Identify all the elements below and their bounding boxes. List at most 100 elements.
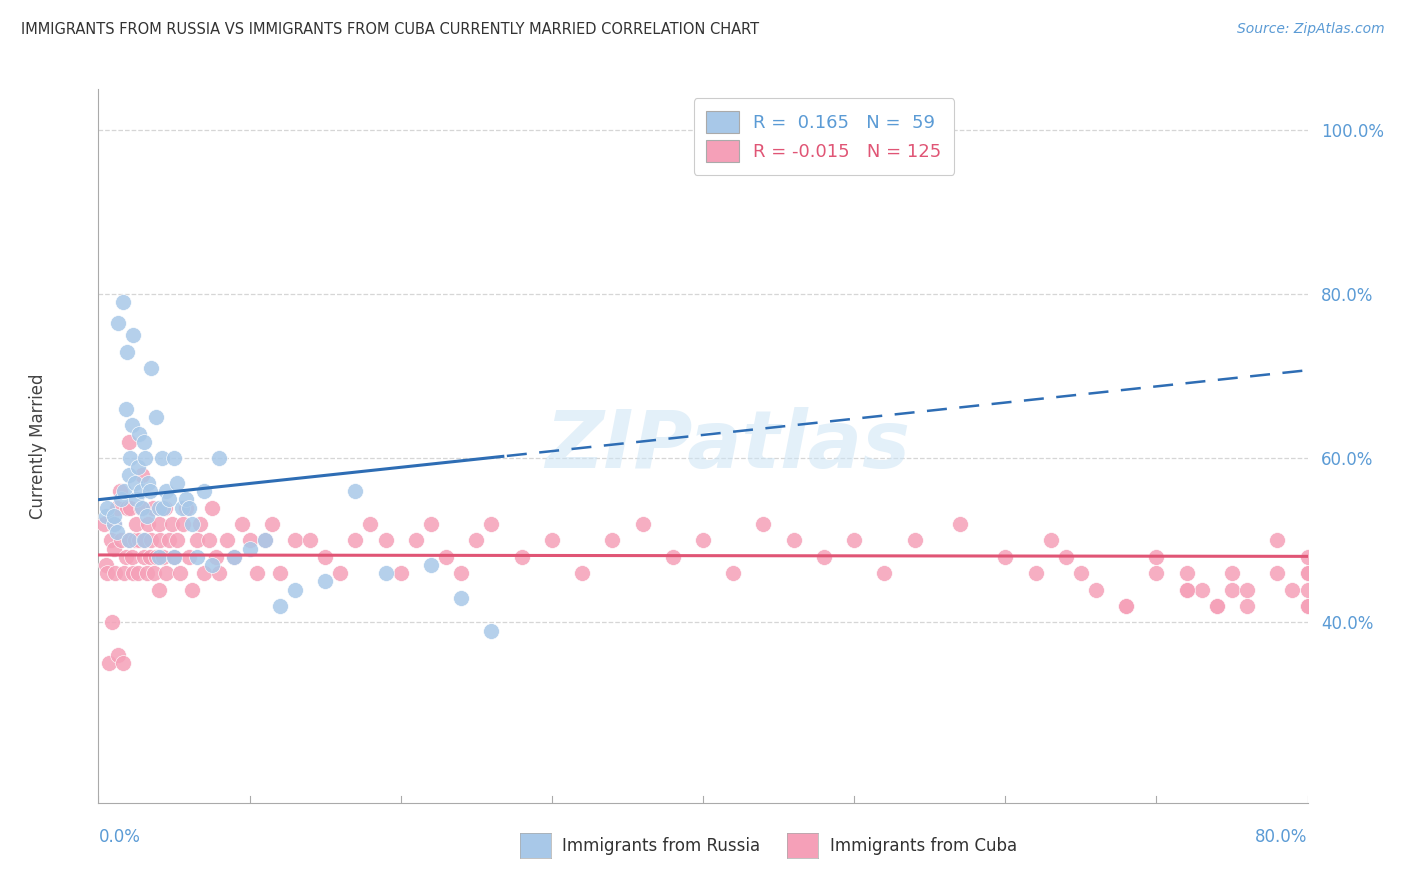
- Point: [1267, 566, 1289, 581]
- Point: [420, 516, 443, 531]
- Point: [253, 533, 276, 548]
- Point: [949, 516, 972, 531]
- Point: [148, 582, 170, 597]
- Text: 0.0%: 0.0%: [98, 828, 141, 846]
- Point: [1220, 582, 1243, 597]
- Point: [602, 533, 624, 548]
- Point: [465, 533, 488, 548]
- Text: 80.0%: 80.0%: [1256, 828, 1308, 846]
- Point: [201, 558, 224, 572]
- Point: [118, 467, 141, 482]
- Point: [1191, 582, 1213, 597]
- Point: [783, 533, 806, 548]
- Point: [208, 451, 231, 466]
- Point: [314, 574, 336, 589]
- Point: [1296, 599, 1319, 613]
- Point: [139, 549, 162, 564]
- Point: [181, 516, 204, 531]
- Point: [110, 492, 132, 507]
- Point: [284, 582, 307, 597]
- Point: [127, 459, 149, 474]
- Point: [118, 434, 141, 449]
- Point: [98, 657, 121, 671]
- Point: [103, 516, 125, 531]
- Point: [1296, 566, 1319, 581]
- Point: [201, 500, 224, 515]
- Text: IMMIGRANTS FROM RUSSIA VS IMMIGRANTS FROM CUBA CURRENTLY MARRIED CORRELATION CHA: IMMIGRANTS FROM RUSSIA VS IMMIGRANTS FRO…: [21, 22, 759, 37]
- Point: [193, 566, 215, 581]
- Point: [450, 566, 472, 581]
- Point: [571, 566, 593, 581]
- Point: [1206, 599, 1229, 613]
- Point: [150, 451, 173, 466]
- Point: [172, 516, 194, 531]
- Point: [111, 657, 134, 671]
- Point: [253, 533, 276, 548]
- Point: [1236, 599, 1258, 613]
- Point: [103, 508, 125, 523]
- Point: [112, 566, 135, 581]
- Point: [159, 492, 181, 507]
- Text: Currently Married: Currently Married: [30, 373, 46, 519]
- Point: [269, 599, 291, 613]
- Point: [105, 500, 128, 515]
- Point: [284, 533, 307, 548]
- Point: [163, 451, 186, 466]
- Point: [246, 566, 269, 581]
- Point: [163, 549, 186, 564]
- Point: [1296, 566, 1319, 581]
- Point: [1206, 599, 1229, 613]
- Point: [122, 566, 145, 581]
- Point: [434, 549, 457, 564]
- Point: [329, 566, 352, 581]
- Point: [813, 549, 835, 564]
- Point: [115, 344, 138, 359]
- Point: [239, 533, 262, 548]
- Point: [844, 533, 866, 548]
- Point: [1296, 582, 1319, 597]
- Point: [135, 566, 157, 581]
- Point: [1175, 566, 1198, 581]
- Point: [1236, 582, 1258, 597]
- Point: [149, 533, 172, 548]
- Point: [132, 533, 155, 548]
- Point: [124, 475, 146, 490]
- Point: [136, 475, 159, 490]
- Point: [112, 484, 135, 499]
- Point: [181, 582, 204, 597]
- Point: [134, 533, 156, 548]
- Point: [405, 533, 427, 548]
- Point: [94, 508, 117, 523]
- Point: [193, 484, 215, 499]
- Point: [299, 533, 322, 548]
- Point: [1296, 549, 1319, 564]
- Point: [314, 549, 336, 564]
- Point: [873, 131, 896, 145]
- Point: [139, 484, 162, 499]
- Point: [224, 549, 246, 564]
- Point: [1144, 549, 1167, 564]
- Point: [662, 549, 685, 564]
- Point: [374, 566, 396, 581]
- Point: [148, 549, 170, 564]
- Point: [1024, 566, 1046, 581]
- Point: [115, 500, 138, 515]
- Point: [231, 516, 253, 531]
- Point: [510, 549, 533, 564]
- Point: [1267, 533, 1289, 548]
- Point: [344, 533, 367, 548]
- Point: [360, 516, 382, 531]
- Point: [1281, 582, 1303, 597]
- Point: [994, 549, 1017, 564]
- Point: [186, 549, 208, 564]
- Point: [121, 549, 143, 564]
- Point: [132, 549, 155, 564]
- Point: [129, 484, 152, 499]
- Point: [188, 516, 211, 531]
- Point: [1144, 566, 1167, 581]
- Point: [152, 500, 174, 515]
- Point: [631, 516, 654, 531]
- Point: [344, 484, 367, 499]
- Point: [166, 533, 188, 548]
- Point: [152, 549, 174, 564]
